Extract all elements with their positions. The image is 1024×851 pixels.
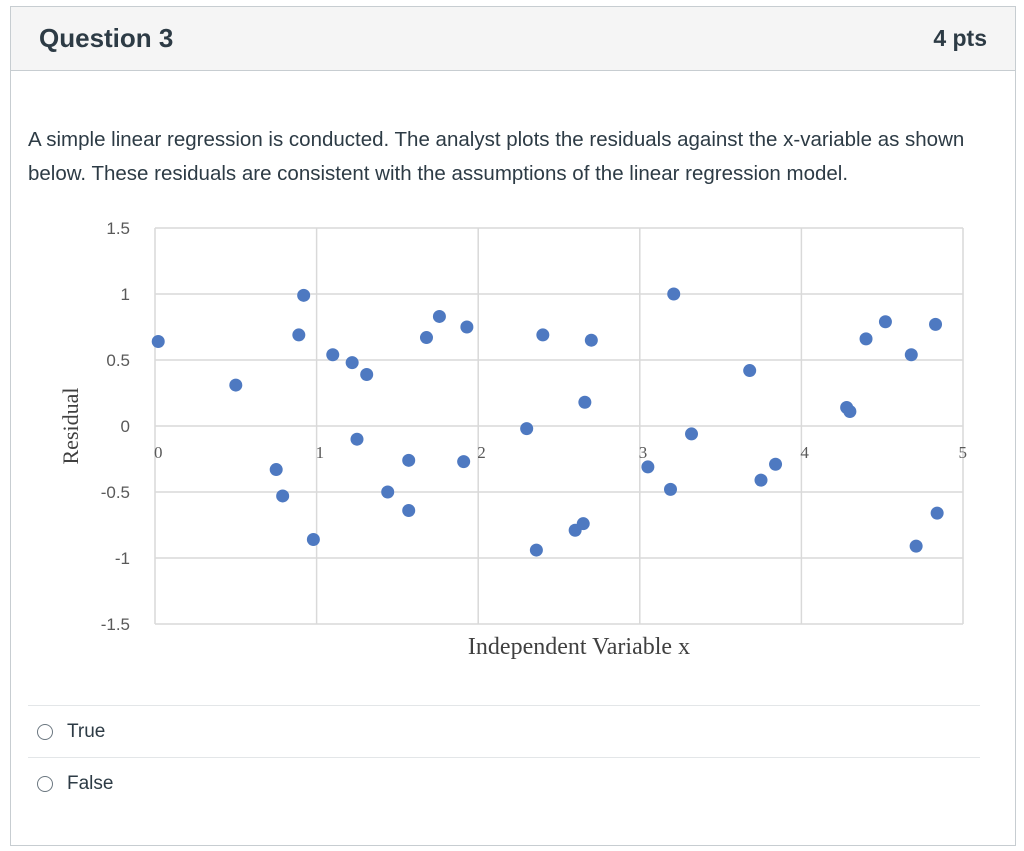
data-point [667, 287, 681, 301]
answer-list: True False [28, 705, 980, 809]
data-point [350, 432, 364, 446]
data-point [460, 320, 474, 334]
data-point [345, 356, 359, 370]
y-tick-label: 1.5 [106, 219, 130, 238]
data-point [843, 404, 857, 418]
data-point [457, 455, 471, 469]
data-point [578, 395, 592, 409]
x-axis-label: Independent Variable x [468, 634, 690, 660]
data-point [151, 335, 165, 349]
data-point [419, 331, 433, 345]
data-point [904, 348, 918, 362]
y-tick-label: 0.5 [106, 351, 130, 370]
x-tick-label: 3 [639, 443, 648, 462]
data-point [754, 473, 768, 487]
question-text: A simple linear regression is conducted.… [28, 128, 965, 185]
data-point [269, 463, 283, 477]
question-title: Question 3 [39, 23, 174, 53]
question-points: 4 pts [933, 25, 987, 51]
data-point [529, 543, 543, 557]
y-tick-label: -0.5 [101, 483, 130, 502]
data-point [641, 460, 655, 474]
y-tick-label: 1 [121, 285, 130, 304]
data-point [229, 378, 243, 392]
data-point [743, 364, 757, 378]
question-header: Question 3 4 pts [11, 7, 1015, 71]
y-tick-label: 0 [121, 417, 130, 436]
answer-label-false: False [67, 772, 114, 794]
data-point [536, 328, 550, 342]
x-tick-label: 4 [800, 443, 809, 462]
residual-scatter-plot: 1.5 1 0.5 0 -0.5 -1 -1.5 0 1 2 3 4 5 Residual Independ… [58, 219, 968, 660]
data-point [297, 288, 311, 302]
y-tick-label: -1 [115, 549, 130, 568]
data-point [685, 427, 699, 441]
data-point [381, 485, 395, 499]
radio-true[interactable] [37, 723, 53, 740]
data-point [878, 315, 892, 329]
x-tick-label: 0 [154, 443, 163, 462]
answer-option-true[interactable]: True [28, 705, 980, 757]
data-point [292, 328, 306, 342]
data-point [432, 309, 446, 323]
data-point [929, 317, 943, 331]
data-point [576, 517, 590, 531]
data-point [909, 539, 923, 553]
data-point [769, 457, 783, 471]
data-point [360, 368, 374, 382]
radio-false[interactable] [37, 775, 53, 792]
y-tick-label: -1.5 [101, 615, 130, 634]
y-axis-label: Residual [58, 388, 83, 465]
data-point [326, 348, 340, 362]
data-point [402, 503, 416, 517]
data-point [930, 506, 944, 520]
data-point [664, 482, 678, 496]
data-point [859, 332, 873, 346]
data-point [276, 489, 290, 503]
x-tick-label: 1 [316, 443, 325, 462]
answer-label-true: True [67, 720, 106, 742]
x-tick-label: 2 [477, 443, 486, 462]
x-tick-label: 5 [959, 443, 968, 462]
data-point [306, 533, 320, 547]
data-point [402, 453, 416, 467]
data-point [520, 422, 534, 436]
answer-option-false[interactable]: False [28, 757, 980, 809]
data-point [584, 333, 598, 347]
